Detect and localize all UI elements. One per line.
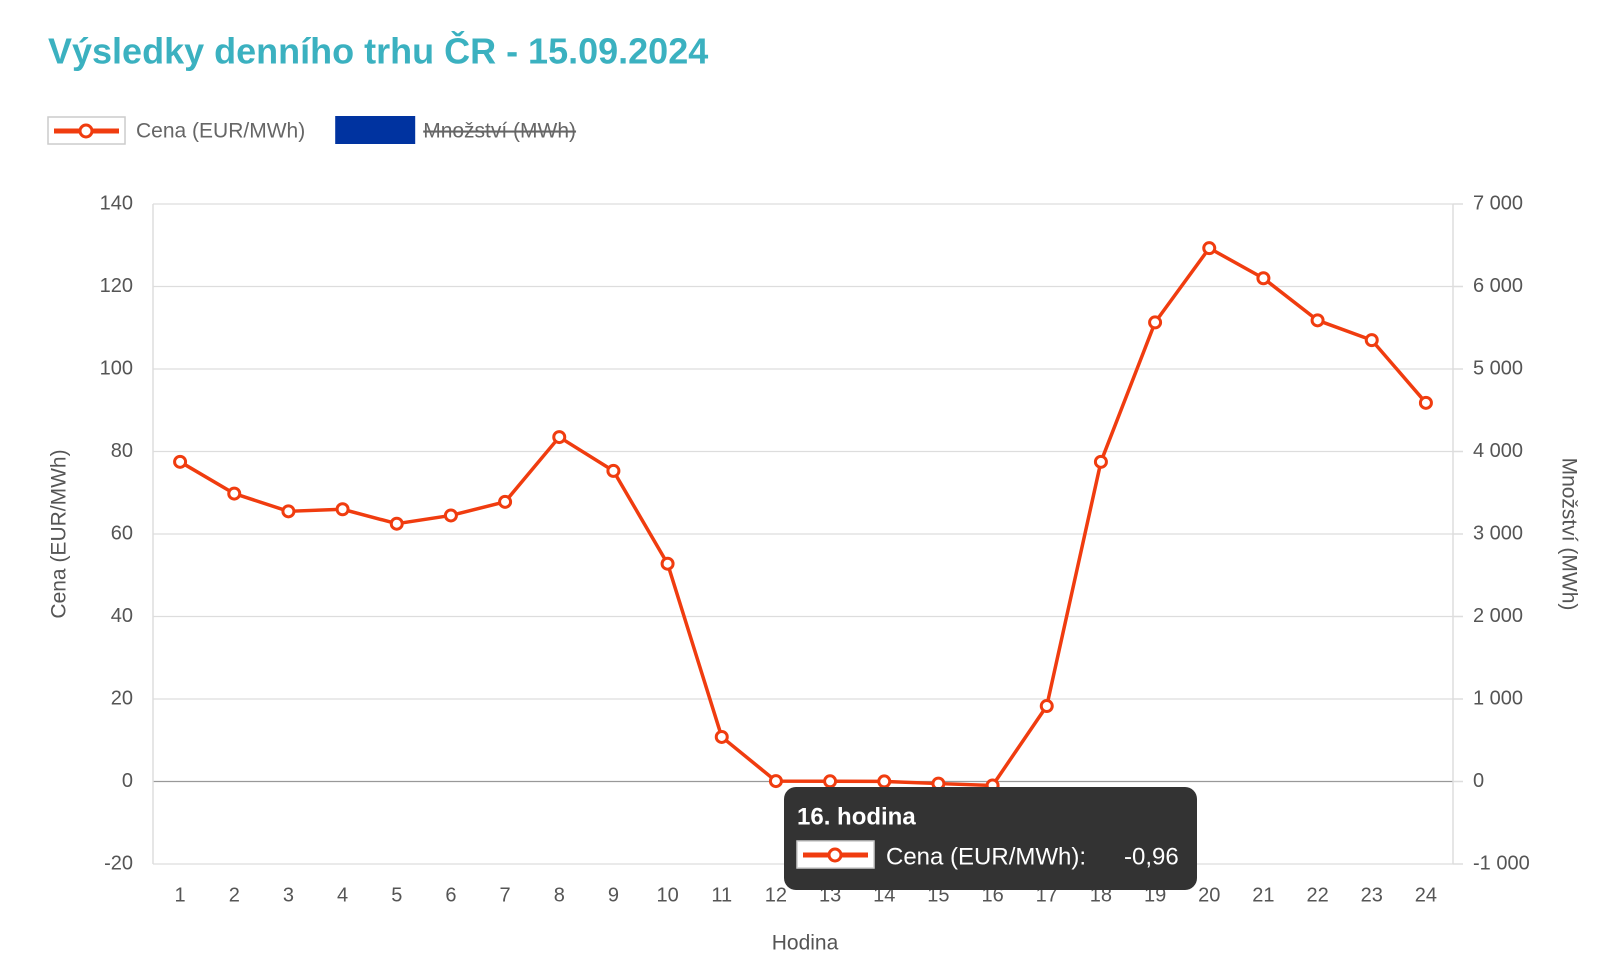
data-point <box>1093 454 1108 469</box>
y-tick-label: 0 <box>122 770 133 792</box>
data-point <box>552 430 567 445</box>
legend-label[interactable]: Množství (MWh) <box>423 120 576 143</box>
y2-tick-label: 0 <box>1473 770 1484 792</box>
y2-tick-label: 1 000 <box>1473 687 1523 709</box>
y-axis-label: Cena (EUR/MWh) <box>48 449 71 618</box>
tooltip: 16. hodina Cena (EUR/MWh): -0,96 <box>784 787 1197 890</box>
y-tick-label: 100 <box>100 357 133 379</box>
y2-axis-label: Množství (MWh) <box>1557 458 1580 611</box>
legend-swatch-point <box>78 123 94 139</box>
y-tick-label: 60 <box>111 522 133 544</box>
x-tick-label: 2 <box>229 884 240 906</box>
x-tick-label: 21 <box>1252 884 1274 906</box>
tooltip-swatch-point <box>827 847 843 863</box>
y2-tick-label: 2 000 <box>1473 605 1523 627</box>
chart-title: Výsledky denního trhu ČR - 15.09.2024 <box>48 30 708 72</box>
data-point <box>498 494 513 509</box>
data-point <box>227 486 242 501</box>
x-tick-label: 1 <box>175 884 186 906</box>
data-point <box>1202 241 1217 256</box>
y-tick-label: -20 <box>104 852 133 874</box>
data-point <box>1039 699 1054 714</box>
x-tick-label: 5 <box>391 884 402 906</box>
tooltip-title: 16. hodina <box>797 803 916 830</box>
data-point <box>173 454 188 469</box>
data-point <box>281 504 296 519</box>
data-point <box>443 508 458 523</box>
series-line <box>179 246 1428 788</box>
x-tick-label: 4 <box>337 884 348 906</box>
x-tick-label: 7 <box>500 884 511 906</box>
tooltip-label: Cena (EUR/MWh): <box>886 843 1086 870</box>
data-point <box>877 774 892 789</box>
x-tick-label: 6 <box>445 884 456 906</box>
y-tick-label: 120 <box>100 275 133 297</box>
x-tick-label: 8 <box>554 884 565 906</box>
data-point <box>1310 313 1325 328</box>
legend-swatch <box>335 116 416 144</box>
x-tick-label: 3 <box>283 884 294 906</box>
y-tick-label: 40 <box>111 605 133 627</box>
data-point <box>1418 395 1433 410</box>
data-point <box>1256 271 1271 286</box>
x-tick-label: 12 <box>765 884 787 906</box>
y2-tick-label: 7 000 <box>1473 192 1523 214</box>
data-point <box>335 502 350 517</box>
data-point <box>660 556 675 571</box>
y2-tick-label: 5 000 <box>1473 357 1523 379</box>
y2-tick-label: -1 000 <box>1473 852 1530 874</box>
legend-label[interactable]: Cena (EUR/MWh) <box>136 120 305 143</box>
y-tick-label: 80 <box>111 440 133 462</box>
data-point <box>1364 333 1379 348</box>
y-tick-label: 20 <box>111 687 133 709</box>
data-point <box>768 774 783 789</box>
data-point <box>1148 315 1163 330</box>
x-tick-label: 24 <box>1415 884 1437 906</box>
x-tick-label: 23 <box>1361 884 1383 906</box>
x-tick-label: 22 <box>1306 884 1328 906</box>
y2-tick-label: 6 000 <box>1473 275 1523 297</box>
tooltip-box <box>784 787 1197 890</box>
data-point <box>606 463 621 478</box>
data-point <box>823 774 838 789</box>
data-point <box>714 729 729 744</box>
data-point <box>389 516 404 531</box>
y2-tick-label: 3 000 <box>1473 522 1523 544</box>
x-tick-label: 10 <box>656 884 678 906</box>
y-tick-label: 140 <box>100 192 133 214</box>
x-tick-label: 9 <box>608 884 619 906</box>
x-tick-label: 20 <box>1198 884 1220 906</box>
y2-tick-label: 4 000 <box>1473 440 1523 462</box>
tooltip-value: -0,96 <box>1124 843 1179 870</box>
x-tick-label: 11 <box>711 884 732 906</box>
x-axis-label: Hodina <box>772 932 839 955</box>
